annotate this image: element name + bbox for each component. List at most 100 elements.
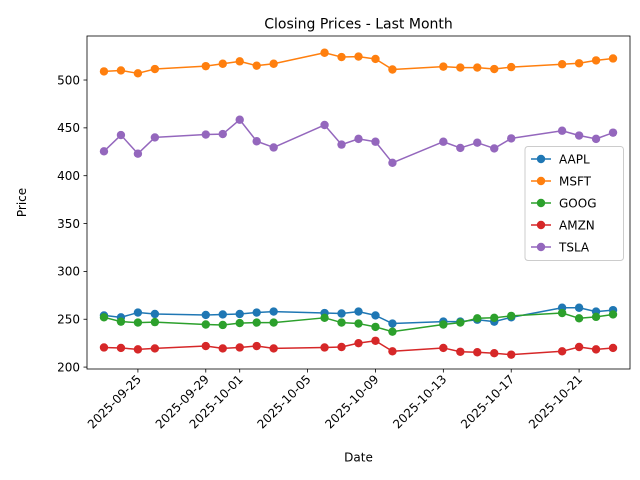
data-point-amzn [116, 343, 126, 353]
data-point-aapl [235, 309, 244, 319]
data-point-tsla [150, 133, 160, 142]
data-point-amzn [574, 342, 584, 352]
y-tick-label: 300 [57, 265, 80, 279]
data-point-goog [574, 314, 584, 323]
series-goog [99, 308, 618, 336]
data-point-msft [337, 52, 346, 62]
data-point-msft [557, 60, 567, 69]
legend-swatch-marker [536, 198, 546, 208]
data-point-amzn [150, 344, 160, 353]
data-point-goog [490, 313, 499, 323]
data-point-goog [150, 317, 160, 327]
y-tick-label: 250 [57, 313, 80, 327]
data-point-goog [507, 311, 516, 321]
legend-item-goog: GOOG [531, 196, 597, 210]
data-point-aapl [371, 311, 380, 320]
data-point-msft [252, 61, 261, 70]
data-point-tsla [354, 134, 363, 144]
data-point-amzn [439, 343, 448, 353]
data-point-aapl [337, 309, 346, 318]
legend-item-msft: MSFT [531, 174, 592, 188]
data-point-amzn [235, 343, 244, 352]
data-point-msft [473, 63, 482, 72]
data-point-tsla [490, 144, 499, 153]
data-point-amzn [490, 349, 499, 358]
data-point-amzn [337, 342, 346, 352]
data-point-amzn [591, 345, 601, 354]
data-point-tsla [388, 158, 397, 167]
data-point-amzn [388, 347, 397, 356]
data-point-goog [557, 308, 567, 318]
legend-box [524, 146, 624, 261]
data-point-msft [388, 65, 397, 74]
legend-label: MSFT [559, 174, 592, 188]
legend-item-aapl: AAPL [531, 152, 590, 166]
legend-swatch-marker [536, 242, 546, 252]
data-point-goog [456, 318, 465, 327]
data-point-amzn [252, 341, 261, 351]
data-point-tsla [371, 137, 380, 146]
data-point-goog [473, 314, 482, 323]
data-point-tsla [473, 138, 482, 147]
data-point-msft [371, 54, 380, 64]
data-point-amzn [133, 345, 143, 354]
legend-swatch-marker [536, 176, 546, 186]
data-point-aapl [218, 310, 227, 319]
data-point-tsla [235, 115, 244, 124]
data-point-goog [371, 322, 380, 332]
plot-frame [86, 35, 631, 370]
data-point-aapl [252, 308, 261, 317]
data-point-amzn [371, 336, 380, 345]
data-point-amzn [354, 338, 363, 348]
data-point-msft [354, 52, 363, 61]
data-point-amzn [608, 343, 618, 353]
data-point-aapl [201, 310, 210, 320]
data-point-msft [218, 59, 227, 68]
y-tick-label: 350 [57, 217, 80, 231]
data-point-tsla [252, 137, 261, 146]
legend-swatch-marker [536, 154, 546, 164]
data-point-goog [218, 320, 227, 330]
data-point-amzn [269, 344, 278, 353]
data-point-msft [116, 66, 126, 75]
data-point-tsla [456, 143, 465, 153]
data-point-goog [320, 313, 329, 323]
legend-item-tsla: TSLA [531, 240, 590, 254]
data-point-goog [133, 318, 143, 327]
data-point-goog [608, 310, 618, 319]
series-amzn [99, 336, 618, 359]
data-point-goog [354, 319, 363, 328]
data-point-msft [507, 62, 516, 72]
series-layer [99, 48, 618, 359]
legend-item-amzn: AMZN [531, 218, 595, 232]
data-point-msft [133, 69, 143, 78]
data-point-tsla [507, 134, 516, 143]
legend-label: AMZN [559, 218, 595, 232]
data-point-aapl [269, 307, 278, 316]
data-point-tsla [591, 134, 601, 144]
data-point-goog [388, 327, 397, 336]
y-tick-label: 450 [57, 121, 80, 135]
legend-label: TSLA [558, 240, 590, 254]
legend-label: AAPL [559, 152, 590, 166]
data-point-goog [201, 320, 210, 329]
data-point-amzn [557, 347, 567, 356]
series-msft [99, 48, 618, 78]
y-axis: 200 250 300 350 400 450 500 [57, 73, 87, 374]
chart-title: Closing Prices - Last Month [264, 17, 453, 33]
data-point-msft [456, 63, 465, 72]
data-point-aapl [388, 319, 397, 328]
data-point-amzn [320, 343, 329, 352]
data-point-msft [269, 59, 278, 68]
data-point-msft [150, 64, 160, 74]
data-point-tsla [439, 137, 448, 146]
data-point-amzn [473, 348, 482, 357]
data-point-tsla [133, 149, 143, 158]
y-tick-label: 500 [57, 73, 80, 87]
data-point-goog [99, 313, 109, 322]
data-point-msft [235, 57, 244, 66]
data-point-goog [252, 318, 261, 327]
data-point-amzn [507, 350, 516, 359]
data-point-amzn [99, 343, 109, 352]
